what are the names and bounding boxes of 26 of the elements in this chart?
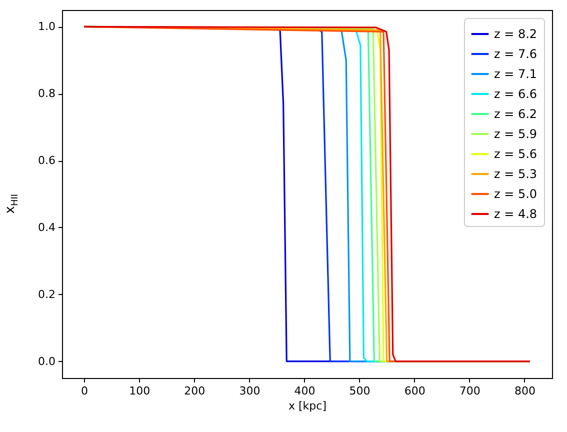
- x-tick-label: 100: [129, 384, 150, 398]
- legend-label: z = 4.8: [494, 207, 538, 221]
- x-tick-label: 600: [404, 384, 426, 398]
- legend-label: z = 7.6: [494, 47, 538, 61]
- x-axis-title: x [kpc]: [288, 400, 326, 412]
- y-tick-label: 0.0: [38, 354, 56, 368]
- x-tick-label: 0: [81, 384, 88, 398]
- legend-label: z = 5.3: [494, 167, 538, 181]
- x-tick-label: 800: [514, 384, 536, 398]
- legend-label: z = 5.6: [494, 147, 538, 161]
- x-tick-label: 400: [294, 384, 316, 398]
- legend-label: z = 5.9: [494, 127, 538, 141]
- legend-label: z = 7.1: [494, 67, 538, 81]
- x-tick-label: 300: [239, 384, 260, 398]
- legend-label: z = 6.2: [494, 107, 538, 121]
- legend-label: z = 5.0: [494, 187, 538, 201]
- y-tick-label: 0.4: [38, 220, 56, 234]
- y-tick-label: 0.8: [38, 87, 56, 100]
- y-tick-label: 0.2: [38, 288, 56, 301]
- legend-label: z = 8.2: [494, 27, 538, 41]
- legend-label: z = 6.6: [494, 87, 538, 101]
- x-tick-label: 500: [349, 384, 370, 398]
- y-tick-label: 0.6: [38, 154, 56, 168]
- x-tick-label: 200: [184, 384, 206, 398]
- x-tick-label: 700: [459, 384, 480, 398]
- y-tick-label: 1.0: [38, 20, 56, 34]
